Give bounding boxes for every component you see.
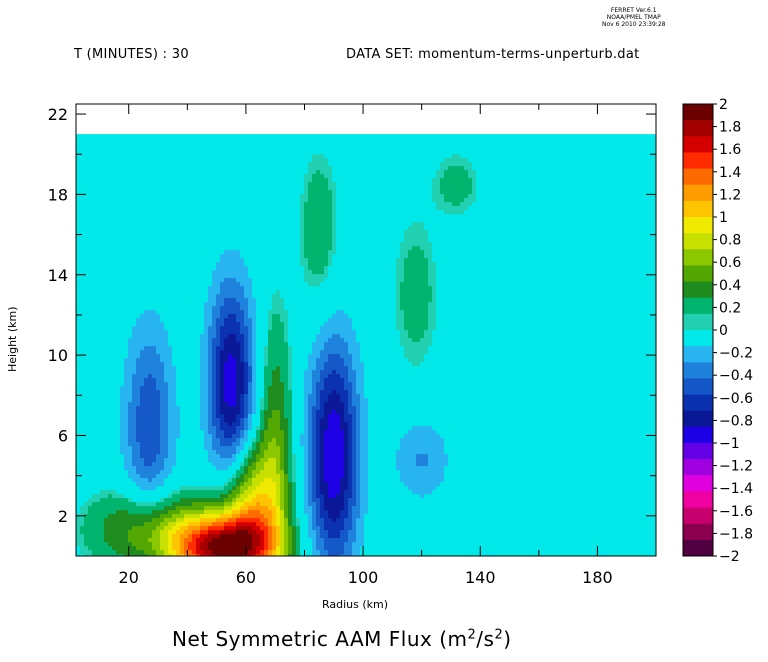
colorbar-swatch	[683, 200, 713, 218]
x-tick-label: 60	[236, 568, 256, 587]
y-tick-label: 6	[58, 426, 68, 445]
colorbar-label: 0.8	[719, 233, 741, 249]
colorbar-swatch	[683, 313, 713, 331]
colorbar-label: 1.4	[719, 165, 741, 181]
x-tick-label: 180	[582, 568, 613, 587]
colorbar-label: −1.4	[719, 481, 753, 497]
title-close: )	[503, 627, 512, 651]
colorbar-swatch	[683, 346, 713, 363]
colorbar-label: 0	[719, 323, 728, 339]
colorbar-swatch	[683, 362, 713, 379]
title-sup-1: 2	[467, 627, 477, 643]
ferret-version: FERRET Ver.6.1	[610, 7, 657, 14]
title-text: Net Symmetric AAM Flux (m	[172, 627, 468, 651]
plot-frame	[75, 103, 657, 557]
colorbar-swatch	[683, 443, 713, 460]
colorbar-label: 0.6	[719, 255, 741, 271]
colorbar-label: 1	[719, 210, 728, 226]
colorbar-swatch	[683, 281, 713, 299]
colorbar-label: 0.2	[719, 300, 741, 316]
colorbar-label: −1.6	[719, 504, 753, 520]
axis-ticks	[76, 104, 657, 556]
title-sup-2: 2	[494, 627, 504, 643]
colorbar-swatch	[683, 378, 713, 395]
ferret-org: NOAA/PMEL TMAP	[606, 14, 661, 21]
colorbar-swatch	[683, 104, 713, 121]
x-tick-label: 140	[465, 568, 496, 587]
colorbar-swatch	[683, 136, 713, 153]
colorbar-swatch	[683, 120, 713, 137]
colorbar-label: −0.8	[719, 413, 753, 429]
x-axis-label: Radius (km)	[322, 598, 389, 611]
colorbar-swatch	[683, 184, 713, 202]
colorbar-label: −0.4	[719, 368, 753, 384]
y-tick-label: 14	[48, 266, 68, 285]
y-tick-label: 22	[48, 105, 68, 124]
colorbar-label: −1	[719, 436, 740, 452]
x-tick-label: 100	[348, 568, 379, 587]
ferret-stamp: FERRET Ver.6.1 NOAA/PMEL TMAP Nov 6 2010…	[602, 7, 665, 28]
colorbar-label: −0.2	[719, 346, 753, 362]
colorbar-label: 1.8	[719, 120, 741, 136]
y-tick-label: 18	[48, 185, 68, 204]
colorbar-swatch	[683, 297, 713, 315]
x-tick-label: 20	[119, 568, 139, 587]
colorbar-swatch	[683, 249, 713, 266]
y-tick-label: 2	[58, 507, 68, 526]
colorbar-label: 1.2	[719, 187, 741, 203]
ferret-date: Nov 6 2010 23:39:28	[602, 21, 666, 28]
y-tick-label: 10	[48, 346, 68, 365]
dataset-label: DATA SET: momentum-terms-unperturb.dat	[346, 47, 640, 62]
colorbar-swatch	[683, 394, 713, 412]
chart-title: Net Symmetric AAM Flux (m2/s2)	[172, 627, 512, 651]
colorbar-swatch	[683, 330, 713, 347]
colorbar-swatch	[683, 217, 713, 234]
colorbar-label: −1.2	[719, 459, 753, 475]
colorbar-swatch	[683, 475, 713, 492]
colorbar-swatch	[683, 265, 713, 282]
title-unit-mid: /s	[476, 627, 495, 651]
contour-field	[76, 134, 657, 557]
colorbar-label: 1.6	[719, 142, 741, 158]
colorbar-label: 2	[719, 97, 728, 113]
colorbar-swatch	[683, 491, 713, 508]
colorbar-swatch	[683, 152, 713, 169]
colorbar-swatch	[683, 523, 713, 541]
colorbar-swatch	[683, 459, 713, 476]
colorbar-swatch	[683, 233, 713, 250]
colorbar: 2 1.8 1.6 1.4 1.2 1 0.8 0.6 0.4 0.2 0 −0.2 −0.4 −0.6 −…	[682, 97, 753, 565]
colorbar-swatch	[683, 410, 713, 428]
colorbar-label: −1.8	[719, 526, 753, 542]
colorbar-swatch	[683, 168, 713, 186]
colorbar-label: −0.6	[719, 391, 753, 407]
colorbar-label: 0.4	[719, 278, 741, 294]
colorbar-label: −2	[719, 549, 740, 565]
time-label: T (MINUTES) : 30	[74, 47, 189, 62]
colorbar-swatch	[683, 507, 713, 525]
colorbar-swatch	[683, 426, 713, 444]
colorbar-swatch	[683, 539, 713, 557]
